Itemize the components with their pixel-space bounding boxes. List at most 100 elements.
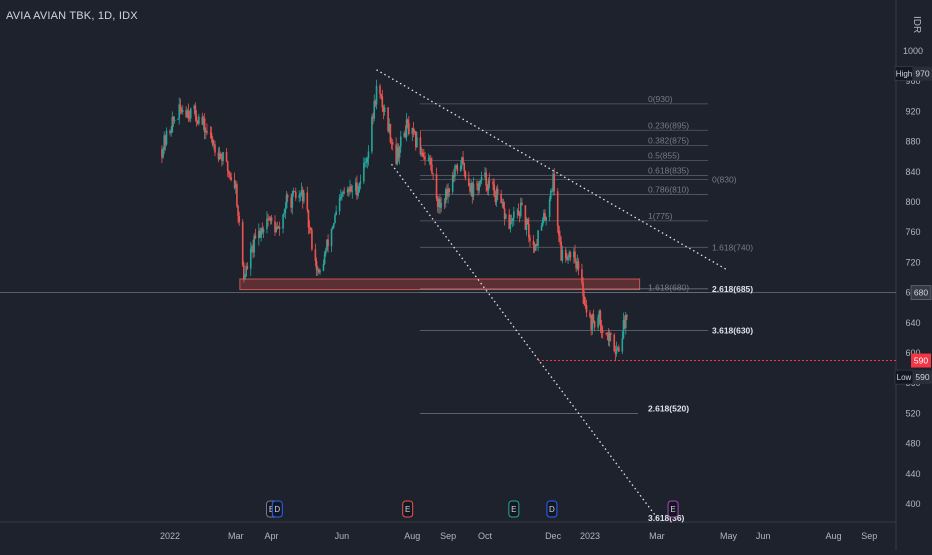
low-marker-text: 590 (914, 356, 928, 366)
candle-body (249, 248, 252, 269)
price-tick-label: 400 (905, 499, 920, 509)
candle-body (180, 109, 183, 112)
fib-level-label: 3.618(630) (712, 325, 753, 335)
trendline[interactable] (391, 163, 658, 518)
candle-body (283, 212, 286, 215)
candle-body (204, 130, 207, 133)
candle-body (390, 142, 393, 143)
candle-body (510, 220, 513, 222)
price-tick-label: 640 (905, 318, 920, 328)
price-axis-panel[interactable] (896, 0, 932, 550)
candle-body (225, 151, 228, 162)
candle-body (427, 158, 430, 160)
candle-body (494, 195, 497, 203)
candle-body (464, 171, 467, 179)
support-zone[interactable] (239, 278, 641, 291)
candle-body (379, 85, 381, 94)
candle-body (486, 185, 489, 191)
candle-body (354, 182, 357, 191)
time-tick-label: Mar (228, 531, 244, 541)
candle-body (270, 217, 273, 222)
candle-body (211, 138, 214, 145)
candle-body (408, 123, 410, 135)
candle-body (374, 100, 377, 105)
candle-body (275, 226, 277, 233)
candle-body (189, 108, 192, 119)
candle-body (293, 191, 296, 192)
time-tick-label: Jun (335, 531, 350, 541)
candle-body (244, 276, 246, 280)
candle-body (210, 132, 213, 139)
candle-body (589, 312, 591, 317)
candle-body (584, 304, 587, 306)
candle-body (518, 215, 521, 217)
candle-body (476, 183, 478, 185)
candle-body (582, 282, 584, 297)
candle-body (532, 240, 535, 246)
candle-body (480, 176, 483, 181)
candle-body (396, 147, 399, 164)
candle-body (623, 320, 626, 329)
candle-body (453, 174, 455, 177)
fib-level-label: 0.786(810) (648, 184, 689, 194)
event-marker[interactable] (508, 500, 520, 518)
candle-body (573, 251, 575, 258)
event-marker[interactable] (402, 500, 414, 518)
candle-body (303, 192, 305, 202)
time-tick-label: May (720, 531, 738, 541)
fib-level-label: 0.618(835) (648, 166, 689, 176)
candle-body (252, 246, 254, 253)
candle-body (412, 128, 415, 132)
candle-body (282, 214, 284, 229)
candle-body (178, 104, 181, 119)
high-value-badge (913, 66, 932, 81)
candle-body (576, 261, 579, 269)
candle-body (551, 191, 553, 192)
candle-body (600, 326, 603, 332)
event-marker-letter: D (274, 505, 280, 514)
candle-body (246, 266, 249, 269)
candle-body (601, 331, 604, 333)
candle-body (590, 316, 592, 330)
candle-body (162, 150, 164, 158)
candle-body (269, 217, 272, 221)
candle-body (181, 110, 184, 112)
time-tick-label: 2023 (580, 531, 600, 541)
candle-body (371, 116, 373, 152)
candle-body (348, 189, 350, 192)
candle-body (503, 208, 506, 220)
candle-body (285, 195, 288, 209)
candles[interactable] (161, 79, 628, 362)
candle-body (375, 85, 378, 105)
candle-body (315, 260, 318, 270)
fib-level-label: 1(775) (648, 211, 673, 221)
candle-body (446, 189, 448, 197)
candle-body (559, 235, 561, 242)
event-marker[interactable] (271, 500, 283, 518)
time-tick-label: 2022 (160, 531, 180, 541)
candle-body (291, 193, 294, 208)
candle-body (477, 184, 479, 191)
event-marker[interactable] (667, 500, 679, 518)
event-marker-letter: E (670, 505, 675, 514)
candle-body (398, 146, 401, 158)
candle-body (548, 199, 551, 218)
candle-body (177, 118, 179, 120)
candle-body (294, 191, 297, 199)
candle-body (258, 230, 260, 239)
candle-body (517, 210, 520, 216)
candle-body (274, 221, 276, 233)
candle-body (609, 332, 612, 335)
event-marker[interactable] (546, 500, 558, 518)
candle-body (358, 183, 361, 192)
candle-body (333, 223, 335, 227)
candle-body (593, 321, 596, 328)
candle-body (259, 230, 261, 238)
candle-body (367, 151, 370, 159)
candle-body (221, 156, 223, 161)
candle-body (564, 249, 567, 259)
candle-body (298, 195, 301, 199)
candle-body (229, 173, 231, 178)
